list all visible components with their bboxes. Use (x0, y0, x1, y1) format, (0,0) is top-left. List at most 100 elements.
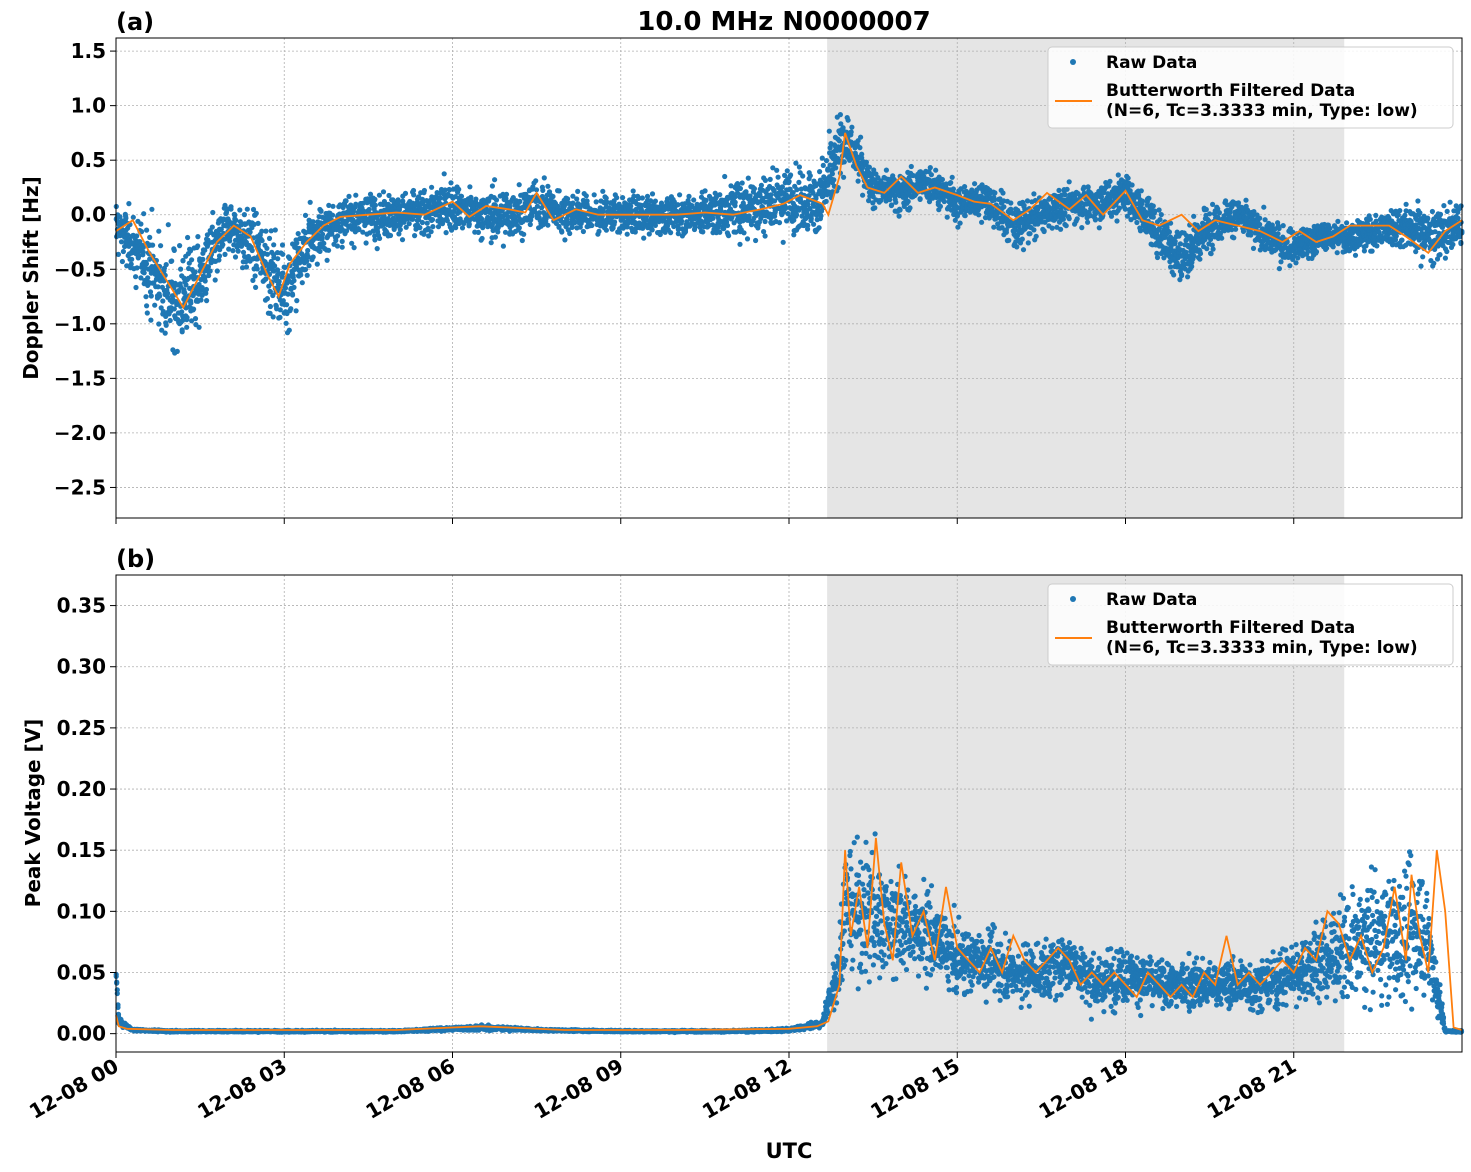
raw-data-point (424, 220, 430, 226)
raw-data-point (158, 243, 164, 249)
raw-data-point (567, 230, 573, 237)
raw-data-point (855, 178, 861, 184)
raw-data-point (479, 216, 485, 222)
raw-data-point (240, 265, 246, 271)
raw-data-point (226, 246, 232, 252)
raw-data-point (545, 183, 551, 189)
raw-data-point (144, 310, 150, 316)
raw-data-point (533, 178, 539, 184)
raw-data-point (794, 212, 800, 218)
raw-data-point (908, 163, 914, 170)
raw-data-point (475, 229, 481, 235)
raw-data-point (277, 307, 283, 313)
raw-data-point (516, 225, 522, 231)
raw-data-point (574, 196, 580, 202)
raw-data-point (148, 317, 154, 323)
raw-data-point (1064, 186, 1070, 192)
raw-data-point (565, 196, 571, 202)
raw-data-point (555, 203, 561, 209)
raw-data-point (726, 233, 732, 239)
raw-data-point (1085, 184, 1091, 190)
raw-data-point (860, 192, 866, 198)
raw-data-point (1066, 216, 1072, 222)
raw-data-point (396, 231, 402, 237)
raw-data-point (206, 272, 212, 279)
raw-data-point (744, 236, 751, 242)
raw-data-point (387, 232, 394, 239)
raw-data-point (165, 290, 171, 296)
raw-data-point (244, 206, 250, 212)
raw-data-point (596, 228, 602, 234)
raw-data-point (686, 193, 692, 199)
raw-data-point (205, 264, 211, 270)
raw-data-point (399, 237, 406, 243)
raw-data-point (758, 182, 765, 188)
raw-data-point (275, 256, 281, 262)
raw-data-point (905, 198, 911, 205)
raw-data-point (1092, 216, 1098, 222)
raw-data-point (591, 192, 597, 198)
raw-data-point (768, 192, 774, 198)
raw-data-point (267, 310, 273, 316)
raw-data-point (478, 210, 484, 216)
raw-data-point (129, 256, 135, 262)
raw-data-point (184, 314, 190, 321)
raw-data-point (811, 221, 817, 227)
raw-data-point (263, 276, 269, 282)
raw-data-point (406, 221, 412, 227)
raw-data-point (753, 237, 759, 244)
raw-data-point (216, 257, 222, 263)
raw-data-point (1177, 241, 1183, 247)
raw-data-point (162, 330, 168, 336)
raw-data-point (872, 205, 878, 211)
raw-data-point (163, 262, 169, 268)
raw-data-point (141, 211, 147, 217)
raw-data-point (147, 234, 153, 240)
raw-data-point (333, 237, 339, 244)
raw-data-point (287, 255, 293, 261)
raw-data-point (115, 251, 121, 257)
raw-data-point (385, 201, 391, 207)
raw-data-point (767, 176, 773, 182)
raw-data-point (386, 192, 392, 199)
raw-data-point (1203, 206, 1209, 213)
raw-data-point (467, 184, 473, 190)
raw-data-point (917, 196, 923, 202)
raw-data-point (276, 270, 282, 276)
raw-data-point (1001, 204, 1007, 210)
raw-data-point (185, 234, 191, 241)
raw-data-point (805, 222, 811, 228)
raw-data-point (793, 160, 799, 166)
raw-data-point (1106, 183, 1112, 189)
raw-data-point (1129, 182, 1135, 188)
raw-data-point (437, 195, 443, 201)
raw-data-point (202, 278, 208, 284)
raw-data-point (294, 298, 300, 304)
raw-data-point (543, 216, 549, 222)
raw-data-point (1096, 225, 1102, 231)
raw-data-point (837, 112, 844, 118)
raw-data-point (184, 324, 190, 330)
raw-data-point (253, 210, 259, 216)
raw-data-point (267, 303, 273, 310)
raw-data-point (182, 290, 188, 296)
raw-data-point (762, 233, 768, 239)
raw-data-point (421, 231, 427, 237)
raw-data-point (304, 272, 310, 278)
raw-data-point (939, 176, 946, 183)
raw-data-point (149, 206, 155, 212)
raw-data-point (120, 248, 126, 255)
raw-data-point (1287, 263, 1293, 269)
raw-data-point (441, 171, 447, 177)
raw-data-point (776, 220, 783, 226)
raw-data-point (202, 247, 208, 253)
raw-data-point (372, 202, 378, 208)
raw-data-point (937, 203, 944, 209)
raw-data-point (979, 219, 985, 225)
raw-data-point (298, 272, 304, 278)
raw-data-point (395, 199, 401, 205)
raw-data-point (1074, 216, 1080, 222)
raw-data-point (652, 198, 659, 204)
raw-data-point (306, 263, 312, 269)
raw-data-point (941, 198, 947, 205)
